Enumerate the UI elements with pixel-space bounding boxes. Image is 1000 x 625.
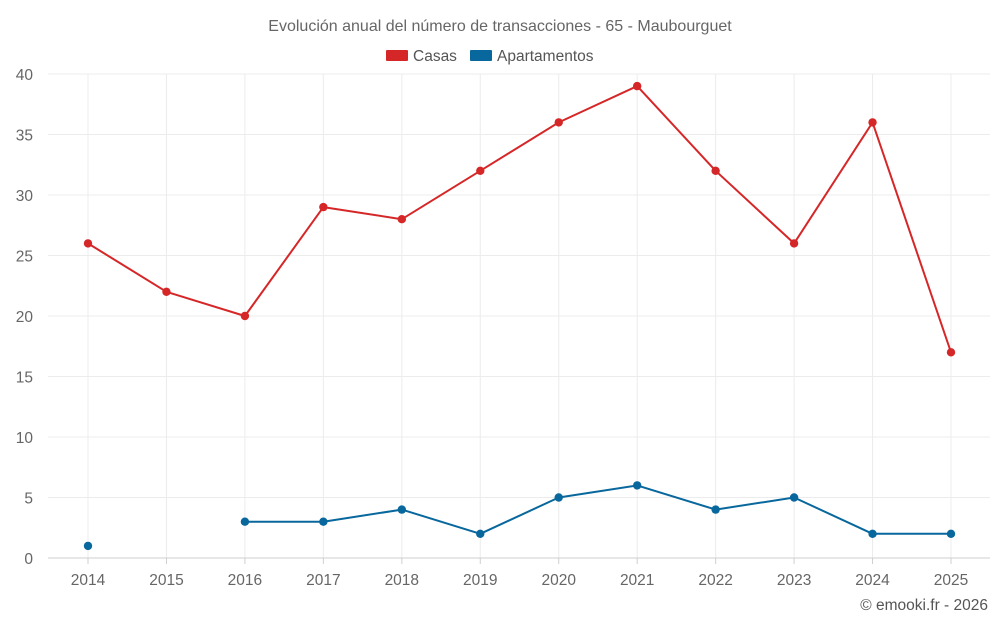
point-casas-2015[interactable] bbox=[162, 287, 171, 296]
chart-legend: Casas Apartamentos bbox=[386, 48, 594, 65]
y-tick-label-30: 30 bbox=[16, 188, 34, 205]
legend-label-casas[interactable]: Casas bbox=[413, 48, 457, 65]
point-apartamentos-2018[interactable] bbox=[397, 505, 407, 514]
point-casas-2021[interactable] bbox=[632, 81, 642, 91]
point-casas-2025[interactable] bbox=[946, 348, 956, 357]
point-apartamentos-2019[interactable] bbox=[476, 529, 485, 538]
legend-swatch-casas bbox=[386, 50, 408, 61]
point-apartamentos-2025[interactable] bbox=[946, 529, 956, 538]
point-casas-2024[interactable] bbox=[868, 118, 877, 127]
x-tick-label-2025: 2025 bbox=[934, 572, 968, 589]
y-tick-label-25: 25 bbox=[16, 249, 33, 266]
x-tick-label-2023: 2023 bbox=[777, 572, 811, 589]
point-casas-2014[interactable] bbox=[83, 239, 93, 248]
x-tick-label-2018: 2018 bbox=[385, 572, 419, 589]
point-casas-2018[interactable] bbox=[397, 215, 407, 224]
series-points bbox=[83, 81, 956, 551]
y-tick-label-15: 15 bbox=[16, 370, 33, 387]
series-line-apartamentos-1 bbox=[243, 484, 952, 535]
x-tick-label-2022: 2022 bbox=[698, 572, 732, 589]
x-tick-label-2019: 2019 bbox=[463, 572, 497, 589]
point-casas-2023[interactable] bbox=[789, 239, 799, 248]
point-apartamentos-2016[interactable] bbox=[240, 517, 250, 526]
point-apartamentos-2023[interactable] bbox=[789, 493, 799, 502]
point-casas-2020[interactable] bbox=[554, 118, 563, 127]
x-tick-label-2015: 2015 bbox=[149, 572, 183, 589]
point-casas-2017[interactable] bbox=[319, 202, 328, 212]
y-tick-label-10: 10 bbox=[16, 430, 34, 447]
y-tick-label-40: 40 bbox=[16, 67, 34, 84]
footer-credit: © emooki.fr - 2026 bbox=[860, 597, 988, 614]
x-tick-label-2017: 2017 bbox=[306, 572, 340, 589]
legend-swatch-apartamentos bbox=[470, 50, 492, 61]
point-apartamentos-2020[interactable] bbox=[554, 493, 563, 502]
x-tick-label-2020: 2020 bbox=[541, 572, 576, 589]
y-tick-label-5: 5 bbox=[24, 491, 33, 508]
point-casas-2016[interactable] bbox=[240, 311, 250, 321]
point-apartamentos-2014[interactable] bbox=[83, 541, 93, 551]
x-tick-label-2021: 2021 bbox=[620, 572, 654, 589]
y-tick-label-20: 20 bbox=[16, 309, 34, 326]
y-axis-ticks: 0 5 10 15 20 25 30 35 40 bbox=[16, 67, 34, 568]
point-casas-2022[interactable] bbox=[711, 166, 720, 175]
x-tick-label-2024: 2024 bbox=[855, 572, 890, 589]
point-apartamentos-2024[interactable] bbox=[868, 529, 877, 538]
point-casas-2019[interactable] bbox=[476, 166, 485, 175]
point-apartamentos-2017[interactable] bbox=[319, 517, 328, 526]
x-tick-label-2016: 2016 bbox=[228, 572, 262, 589]
series-lines bbox=[87, 85, 952, 535]
legend-label-apartamentos[interactable]: Apartamentos bbox=[497, 48, 594, 65]
x-tick-label-2014: 2014 bbox=[71, 572, 106, 589]
point-apartamentos-2022[interactable] bbox=[711, 505, 720, 514]
point-apartamentos-2021[interactable] bbox=[632, 481, 642, 490]
x-axis-ticks: 2014 2015 2016 2017 2018 2019 2020 2021 2022 2023… bbox=[71, 558, 968, 589]
y-tick-label-0: 0 bbox=[24, 551, 33, 568]
series-line-casas-0 bbox=[87, 85, 952, 354]
y-tick-label-35: 35 bbox=[16, 128, 33, 145]
chart-title: Evolución anual del número de transaccio… bbox=[268, 18, 732, 35]
